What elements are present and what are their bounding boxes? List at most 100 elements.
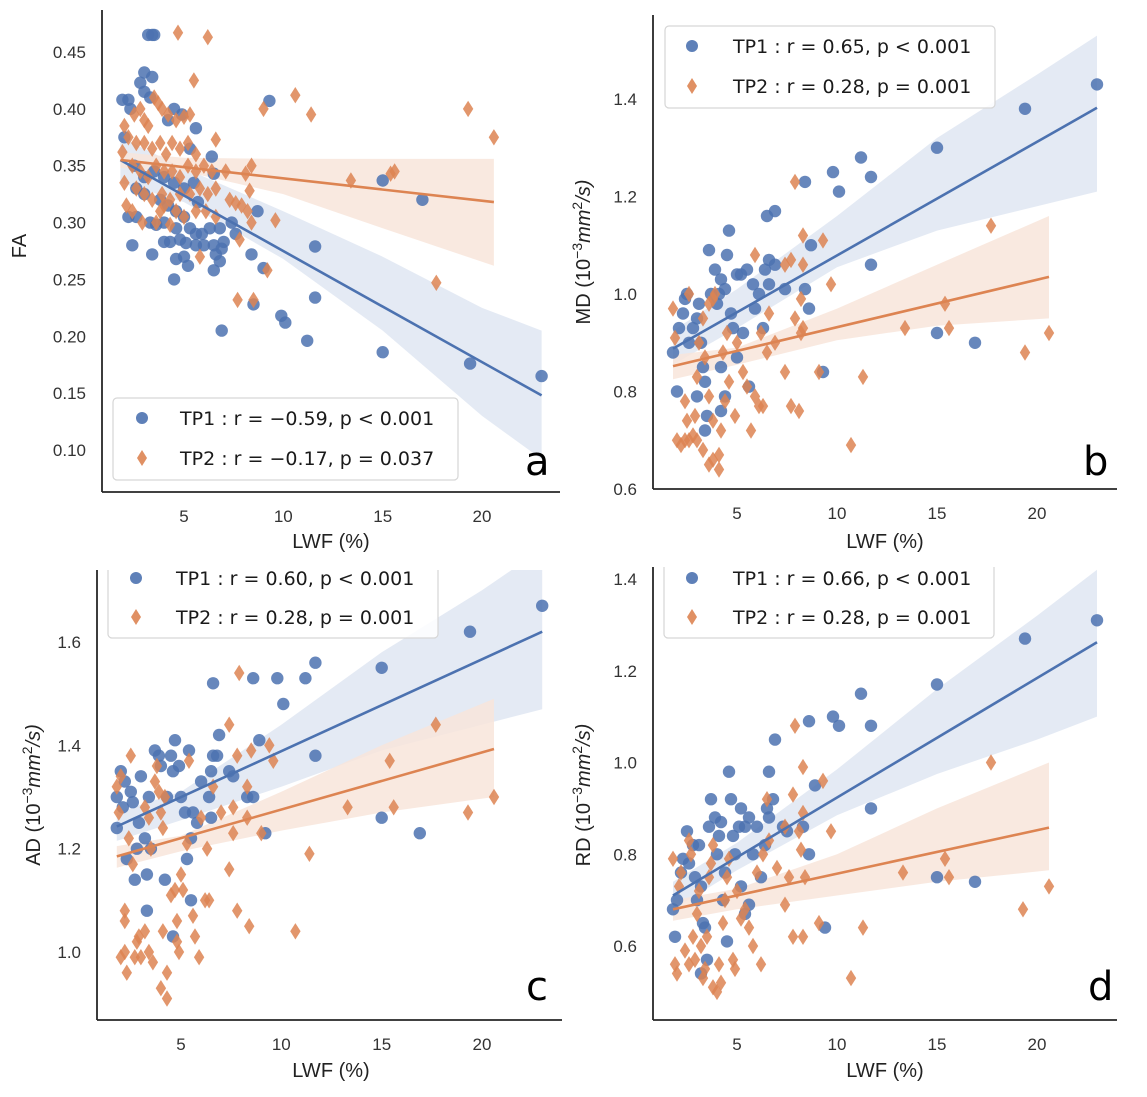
legend-marker-tp2 <box>687 609 697 625</box>
data-point-tp2 <box>787 786 799 803</box>
data-point-tp1 <box>163 235 177 249</box>
data-point-tp2 <box>210 180 221 197</box>
data-point-tp2 <box>155 980 167 997</box>
data-point-tp2 <box>897 864 909 881</box>
data-point-tp2 <box>667 850 679 867</box>
data-point-tp2 <box>143 809 155 826</box>
legend-label-tp2: TP2 : r = 0.28, p = 0.001 <box>732 607 971 629</box>
data-point-tp2 <box>671 965 683 982</box>
y-tick-label: 1.4 <box>57 736 81 755</box>
data-point-tp2 <box>488 129 500 146</box>
data-point-tp2 <box>813 914 825 932</box>
legend-marker-tp2 <box>137 450 147 466</box>
data-point-tp2 <box>182 134 194 152</box>
data-point-tp2 <box>719 393 731 410</box>
data-point-tp1 <box>146 70 159 84</box>
y-tick-label: 0.35 <box>53 157 86 176</box>
data-point-tp1 <box>762 811 776 824</box>
data-point-tp1 <box>126 239 139 252</box>
x-axis-label: LWF (%) <box>846 531 923 553</box>
legend: TP1 : r = 0.60, p < 0.001 TP2 : r = 0.28,… <box>107 570 439 639</box>
data-point-tp2 <box>707 451 719 468</box>
data-point-tp2 <box>258 100 269 118</box>
data-point-tp2 <box>721 869 733 886</box>
legend-marker-tp1 <box>136 412 148 424</box>
data-point-tp1 <box>279 316 292 329</box>
data-point-tp1 <box>277 697 290 711</box>
data-point-tp2 <box>705 855 717 872</box>
data-point-tp2 <box>178 108 190 125</box>
data-point-tp1 <box>213 222 226 235</box>
legend-box <box>664 25 996 109</box>
x-tick-label: 10 <box>828 504 847 523</box>
data-point-tp2 <box>234 664 245 682</box>
data-point-tp2 <box>123 129 134 146</box>
data-point-tp1 <box>930 326 944 340</box>
data-point-tp2 <box>121 197 132 214</box>
y-tick-label: 0.8 <box>613 845 637 864</box>
data-point-tp2 <box>157 923 169 940</box>
data-point-tp1 <box>768 204 782 218</box>
data-point-tp2 <box>817 772 829 790</box>
data-point-tp1 <box>202 790 216 804</box>
data-point-tp2 <box>304 845 315 862</box>
y-tick-label: 1.2 <box>613 662 637 681</box>
data-point-tp2 <box>389 163 400 180</box>
data-point-tp2 <box>431 274 442 291</box>
data-point-tp2 <box>693 882 705 900</box>
data-point-tp2 <box>119 174 130 191</box>
confidence-band-tp2 <box>116 698 495 868</box>
data-point-tp2 <box>787 928 799 945</box>
plot-area-a <box>116 24 548 460</box>
y-tick-label: 0.20 <box>53 327 86 346</box>
y-tick-label: 0.40 <box>53 100 86 119</box>
data-point-tp2 <box>757 397 769 415</box>
data-point-tp2 <box>184 185 196 203</box>
data-point-tp2 <box>985 217 997 234</box>
y-tick-label: 1.0 <box>613 754 637 773</box>
data-point-tp2 <box>1043 878 1055 895</box>
data-point-tp2 <box>943 319 955 337</box>
x-tick-label: 20 <box>473 507 492 526</box>
data-point-tp1 <box>768 258 782 271</box>
y-axis-label: AD (10−3mm2/s) <box>19 724 45 866</box>
data-point-tp2 <box>675 864 687 881</box>
data-point-tp2 <box>342 799 353 816</box>
data-point-tp2 <box>164 216 176 233</box>
data-point-tp1 <box>692 297 706 310</box>
y-tick-label: 1.4 <box>613 570 637 589</box>
data-point-tp2 <box>488 788 500 806</box>
data-point-tp1 <box>247 672 260 685</box>
data-point-tp2 <box>178 208 190 226</box>
data-point-tp2 <box>143 117 154 135</box>
data-point-tp1 <box>251 205 264 218</box>
x-axis-label: LWF (%) <box>292 1060 369 1082</box>
data-point-tp2 <box>785 251 797 269</box>
data-point-tp1 <box>463 625 477 638</box>
data-point-tp1 <box>207 264 220 277</box>
panel-letter: c <box>526 964 548 1010</box>
data-point-tp1 <box>968 875 982 888</box>
data-point-tp2 <box>713 461 725 478</box>
data-point-tp1 <box>140 904 154 917</box>
data-point-tp1 <box>203 222 216 235</box>
data-point-tp2 <box>147 954 159 971</box>
data-point-tp2 <box>697 310 709 327</box>
data-point-tp2 <box>171 933 183 950</box>
data-point-tp2 <box>683 832 695 849</box>
data-point-tp2 <box>745 422 757 439</box>
data-point-tp1 <box>213 255 226 268</box>
data-point-tp2 <box>793 402 805 420</box>
data-point-tp1 <box>826 710 840 723</box>
data-point-tp1 <box>204 765 218 778</box>
data-point-tp2 <box>123 830 134 847</box>
data-point-tp1 <box>124 785 137 798</box>
y-tick-label: 1.2 <box>613 188 637 207</box>
data-point-tp2 <box>813 363 825 381</box>
data-point-tp2 <box>183 752 195 769</box>
data-point-tp2 <box>207 778 219 795</box>
data-point-tp2 <box>177 881 189 899</box>
data-point-tp2 <box>171 912 183 930</box>
data-point-tp1 <box>762 765 776 778</box>
data-point-tp2 <box>825 276 837 293</box>
